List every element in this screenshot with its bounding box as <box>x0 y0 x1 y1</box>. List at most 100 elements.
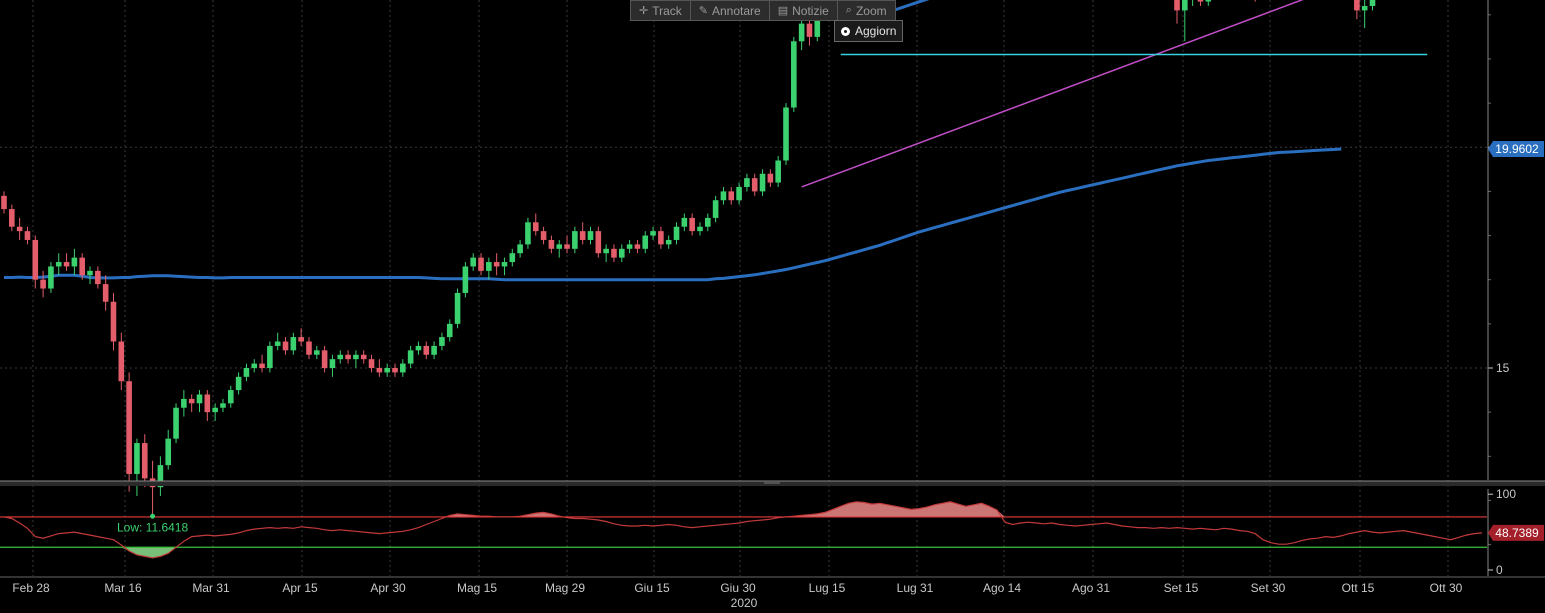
candle <box>79 253 85 280</box>
candle-body <box>1354 0 1360 11</box>
candle <box>1361 0 1368 29</box>
update-button[interactable]: Aggiorn <box>834 20 904 42</box>
candle <box>376 359 383 377</box>
candle <box>462 262 469 298</box>
candle-body <box>329 359 336 368</box>
candle-body <box>767 173 774 183</box>
candle <box>446 319 453 342</box>
date-tick-label: Lug 31 <box>897 581 934 595</box>
candle <box>611 244 617 263</box>
price-tag: 19.9602 <box>1488 141 1544 158</box>
candle-body <box>1205 0 1212 2</box>
candle <box>532 213 539 236</box>
candle-body <box>227 390 234 404</box>
candle <box>353 350 359 368</box>
candle <box>235 372 242 395</box>
candle-body <box>446 323 453 338</box>
candle-body <box>595 231 602 254</box>
candle-body <box>173 407 179 439</box>
candle <box>673 222 680 245</box>
annotation-layer: Hi: 29.8591Low: 11.641824.208319.960248.… <box>117 141 1544 541</box>
candle <box>658 226 664 249</box>
candle <box>118 332 125 391</box>
candle-body <box>705 217 711 227</box>
candle <box>259 354 265 373</box>
candle-body <box>532 222 539 232</box>
candle <box>181 390 187 417</box>
candle <box>751 173 758 196</box>
zoom-label: Zoom <box>855 3 887 18</box>
candle <box>63 253 70 271</box>
candle-body <box>196 394 203 404</box>
radio-icon <box>841 26 850 36</box>
candle-body <box>783 107 789 161</box>
news-icon: ▤ <box>777 5 789 17</box>
candle <box>712 195 719 223</box>
oscillator-value-tag: 48.7389 <box>1488 524 1544 541</box>
news-button[interactable]: ▤ Notizie <box>770 1 838 20</box>
candle <box>431 341 437 360</box>
candle-body <box>267 345 273 368</box>
candle <box>134 438 140 497</box>
price-tick-label: 15 <box>1496 361 1510 375</box>
candle-body <box>141 443 148 479</box>
candle-body <box>525 222 531 245</box>
candle <box>227 385 234 408</box>
zoom-button[interactable]: ⌕ Zoom <box>838 1 895 20</box>
candle-body <box>134 443 140 474</box>
candle-body <box>40 279 46 289</box>
candle <box>71 248 78 276</box>
candle-body <box>658 231 664 245</box>
candle <box>470 253 476 271</box>
candle <box>220 398 226 413</box>
candle <box>423 341 430 360</box>
candle <box>251 359 258 373</box>
candle-body <box>235 376 242 391</box>
candle-body <box>102 284 109 302</box>
candle <box>767 169 774 187</box>
date-tick-label: Mar 16 <box>104 581 142 595</box>
candle-body <box>681 217 688 227</box>
track-button[interactable]: ✛ Track <box>631 1 691 20</box>
oscillator-layer <box>0 501 1487 559</box>
candle-body <box>486 262 492 271</box>
candle-body <box>712 200 719 218</box>
candle <box>165 429 172 470</box>
candle-body <box>306 341 312 355</box>
candle <box>1192 0 1194 6</box>
chart-toolbar: ✛ Track ✎ Annotare ▤ Notizie ⌕ Zoom <box>630 0 896 21</box>
candle <box>407 345 414 368</box>
candle-body <box>24 231 31 240</box>
pencil-icon: ✎ <box>698 5 708 17</box>
price-tag-text: 19.9602 <box>1495 142 1539 156</box>
annotate-button[interactable]: ✎ Annotare <box>691 1 770 20</box>
candle-body <box>16 226 23 232</box>
candle <box>454 288 461 329</box>
candle <box>665 235 672 249</box>
candle <box>173 403 179 444</box>
candle-body <box>736 186 742 201</box>
candle-body <box>665 239 672 245</box>
oscillator-tag-shape <box>1488 524 1544 541</box>
candle <box>540 226 547 245</box>
candle <box>587 226 594 245</box>
candle <box>384 363 390 377</box>
osc-tick-label: 0 <box>1496 563 1503 577</box>
candle-body <box>204 394 211 413</box>
candle <box>618 244 625 263</box>
candle <box>188 394 195 413</box>
candle-body <box>478 257 484 271</box>
candle <box>32 235 39 289</box>
candle-body <box>212 407 218 413</box>
candle-body <box>32 239 39 280</box>
magnifier-icon: ⌕ <box>845 4 852 16</box>
candle-body <box>470 257 476 267</box>
date-tick-label: Mag 15 <box>457 581 497 595</box>
candle <box>24 226 31 245</box>
candle-body <box>564 244 570 249</box>
candle-body <box>188 398 195 404</box>
candle <box>282 337 289 355</box>
candle-body <box>63 262 70 267</box>
